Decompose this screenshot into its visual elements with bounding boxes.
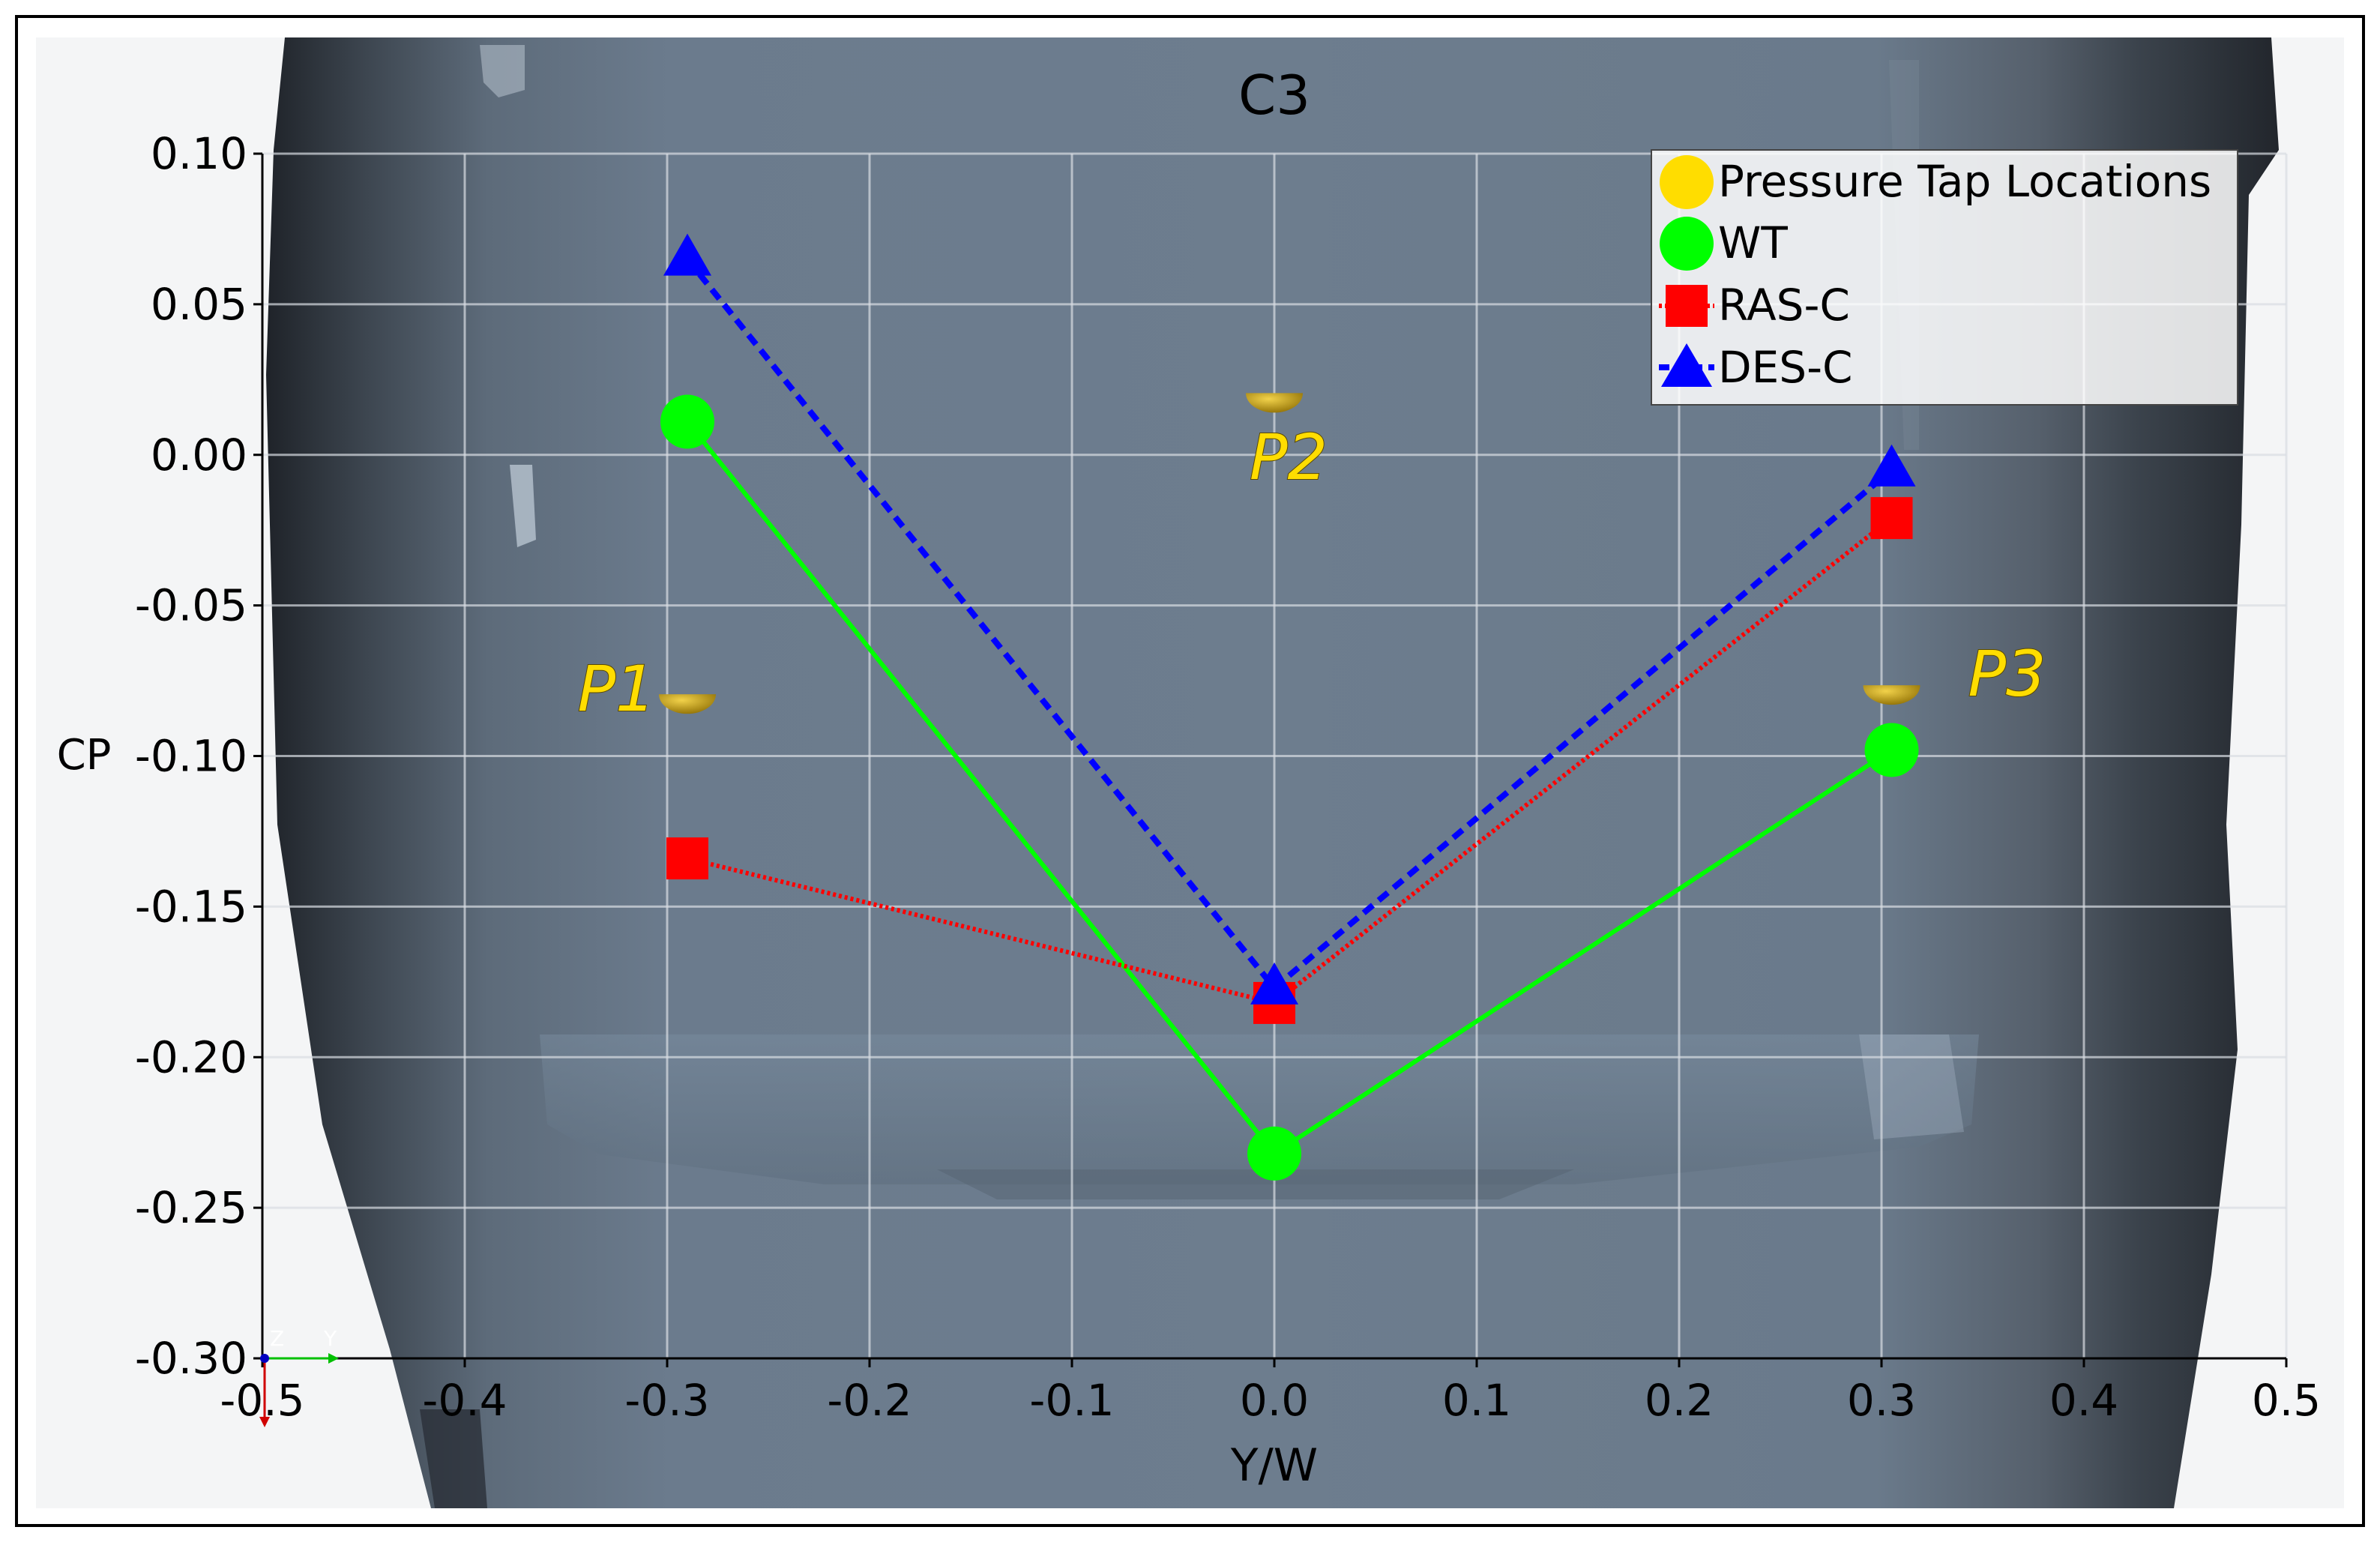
data-point-des-c-2 xyxy=(1250,962,1298,1005)
triad-label-y: Y xyxy=(323,1326,337,1351)
data-point-wt-2 xyxy=(1247,1126,1301,1181)
triad-label-z: Z xyxy=(270,1326,284,1351)
legend-label-ras-c: RAS-C xyxy=(1718,280,1850,331)
legend: Pressure Tap Locations WT RAS-C DES-C xyxy=(1651,149,2238,406)
x-tick-label-2: -0.3 xyxy=(624,1375,709,1426)
pressure-tap-markers xyxy=(659,393,1920,714)
data-point-ras-c-3 xyxy=(1870,497,1913,540)
x-tick-label-6: 0.1 xyxy=(1442,1375,1511,1426)
legend-item-ras-c: RAS-C xyxy=(1659,280,1850,331)
x-tick-label-3: -0.2 xyxy=(827,1375,912,1426)
data-point-wt-1 xyxy=(660,394,714,449)
data-series xyxy=(660,233,1919,1181)
series-des-c xyxy=(663,233,1916,1005)
legend-marker-wt xyxy=(1660,217,1714,271)
legend-marker-des-c xyxy=(1661,343,1712,387)
x-tick-label-10: 0.5 xyxy=(2252,1375,2321,1426)
x-tick-label-9: 0.4 xyxy=(2049,1375,2118,1426)
x-tick-label-8: 0.3 xyxy=(1847,1375,1916,1426)
tap-annotations: P1 P2 P3 xyxy=(576,420,2046,726)
legend-label-des-c: DES-C xyxy=(1718,342,1853,393)
legend-marker-pressure-taps xyxy=(1660,155,1714,209)
x-tick-label-5: 0.0 xyxy=(1240,1375,1309,1426)
legend-box xyxy=(1651,149,2238,406)
annotation-p1: P1 xyxy=(577,652,655,726)
legend-item-des-c: DES-C xyxy=(1659,342,1853,393)
series-line-ras-c xyxy=(687,516,1894,1006)
y-tick-label-1: 0.05 xyxy=(151,279,247,330)
y-tick-label-2: 0.00 xyxy=(151,430,247,481)
pressure-tap-marker-2 xyxy=(1246,393,1303,413)
pressure-tap-marker-1 xyxy=(659,694,716,714)
pressure-tap-marker-3 xyxy=(1863,685,1920,705)
x-tick-labels: -0.5 -0.4 -0.3 -0.2 -0.1 0.0 0.1 0.2 0.3 0.4 0.5 xyxy=(220,1358,2321,1426)
legend-item-pressure-taps: Pressure Tap Locations xyxy=(1660,155,2211,209)
data-point-des-c-1 xyxy=(663,233,711,276)
y-tick-label-5: -0.15 xyxy=(135,881,247,932)
annotation-p2: P2 xyxy=(1250,421,1328,494)
x-axis-label: Y/W xyxy=(1230,1439,1318,1492)
y-tick-label-0: 0.10 xyxy=(151,128,247,179)
data-point-ras-c-1 xyxy=(666,837,708,880)
x-tick-label-7: 0.2 xyxy=(1645,1375,1714,1426)
legend-label-wt: WT xyxy=(1718,217,1788,268)
data-point-des-c-3 xyxy=(1867,444,1916,487)
y-tick-label-8: -0.30 xyxy=(135,1333,247,1384)
y-tick-label-6: -0.20 xyxy=(135,1031,247,1082)
y-tick-labels: 0.10 0.05 0.00 -0.05 -0.10 -0.15 -0.20 -0.25 -0.… xyxy=(135,128,262,1384)
plot-area: -0.5 -0.4 -0.3 -0.2 -0.1 0.0 0.1 0.2 0.3 0.4 0.5 0… xyxy=(135,128,2321,1426)
series-wt xyxy=(660,394,1919,1181)
x-tick-label-1: -0.4 xyxy=(422,1375,507,1426)
legend-item-wt: WT xyxy=(1660,217,1788,271)
annotation-p3: P3 xyxy=(1968,637,2046,711)
y-tick-label-4: -0.10 xyxy=(135,731,247,782)
data-point-wt-3 xyxy=(1864,723,1919,777)
chart-title: C3 xyxy=(1238,64,1310,127)
y-tick-label-7: -0.25 xyxy=(135,1182,247,1233)
legend-label-pressure-taps: Pressure Tap Locations xyxy=(1718,156,2211,207)
axis-triad: Z Y xyxy=(259,1326,339,1427)
y-axis-label: CP xyxy=(57,731,112,780)
x-tick-label-4: -0.1 xyxy=(1029,1375,1114,1426)
y-tick-label-3: -0.05 xyxy=(135,580,247,631)
legend-marker-ras-c xyxy=(1666,285,1708,327)
